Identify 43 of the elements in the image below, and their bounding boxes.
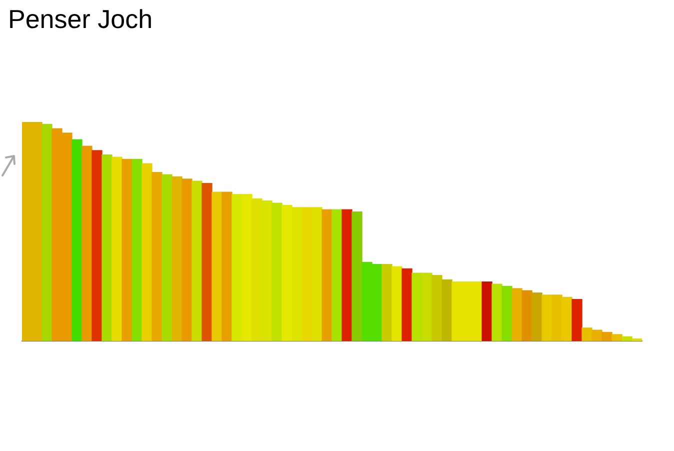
bar [572, 299, 582, 341]
bar [162, 174, 172, 341]
chart-title: Penser Joch [8, 4, 153, 34]
bar [512, 288, 522, 341]
bar [152, 172, 162, 341]
bar [602, 332, 612, 341]
bar [382, 264, 392, 341]
bar [182, 178, 192, 341]
bar [322, 209, 332, 341]
bar [612, 334, 622, 341]
bar [132, 158, 142, 341]
bar [492, 284, 502, 341]
bar [92, 150, 102, 341]
bar [502, 286, 512, 341]
bar [632, 338, 642, 341]
bar [42, 124, 52, 341]
bar [532, 292, 542, 341]
bar [332, 209, 342, 341]
bar [82, 146, 92, 341]
bar [422, 272, 432, 341]
bar [222, 192, 232, 341]
bar [392, 266, 402, 341]
bar [402, 268, 412, 341]
bar [272, 202, 282, 341]
bar [142, 163, 152, 341]
bar [592, 330, 602, 341]
bar [172, 176, 182, 341]
bar [342, 209, 352, 341]
bar [482, 282, 492, 341]
bar [522, 290, 532, 341]
bar [192, 180, 202, 341]
bar [202, 182, 212, 341]
bar [102, 154, 112, 341]
bar [622, 336, 632, 341]
bar [72, 139, 82, 341]
bar [582, 328, 592, 341]
bar [352, 211, 362, 341]
bar [412, 272, 422, 341]
bar [112, 156, 122, 341]
bar [122, 158, 132, 341]
bar [432, 274, 442, 341]
bar [442, 279, 452, 341]
bar [212, 192, 222, 341]
